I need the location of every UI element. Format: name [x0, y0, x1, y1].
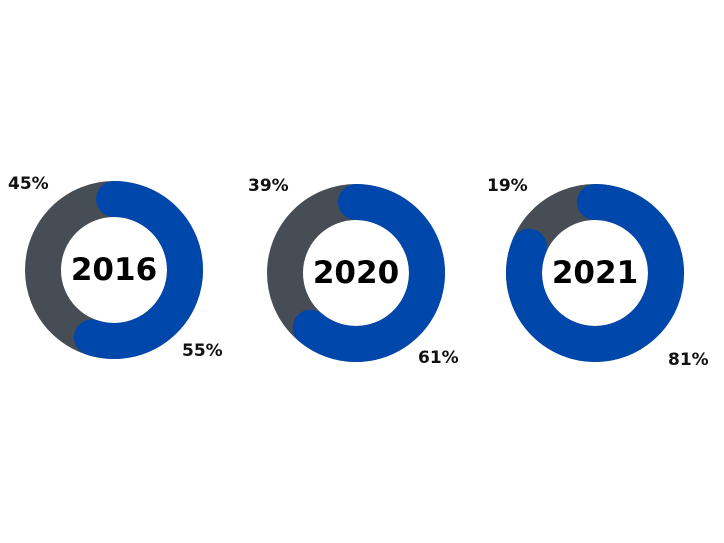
slice-label-2020-gray: 39% — [248, 176, 289, 196]
donut-slice-2021-blue — [506, 184, 684, 362]
donut-center-label-2021: 2021 — [551, 255, 639, 291]
slice-label-2016-blue: 55% — [182, 341, 223, 361]
donut-svg-2016 — [25, 181, 203, 359]
donut-chart-2020: 2020 — [266, 183, 446, 363]
donut-svg-2020 — [267, 184, 445, 362]
slice-label-2021-blue: 81% — [668, 350, 709, 370]
donut-chart-2016: 2016 — [24, 180, 204, 360]
donut-chart-2021: 2021 — [505, 183, 685, 363]
donut-center-label-2016: 2016 — [70, 252, 158, 288]
donut-slice-2016-blue — [25, 181, 203, 359]
donut-slice-2020-blue — [267, 184, 445, 362]
donut-center-label-2020: 2020 — [312, 255, 400, 291]
donut-svg-2021 — [506, 184, 684, 362]
slice-label-2020-blue: 61% — [418, 348, 459, 368]
slice-label-2021-gray: 19% — [487, 176, 528, 196]
slice-label-2016-gray: 45% — [8, 174, 49, 194]
